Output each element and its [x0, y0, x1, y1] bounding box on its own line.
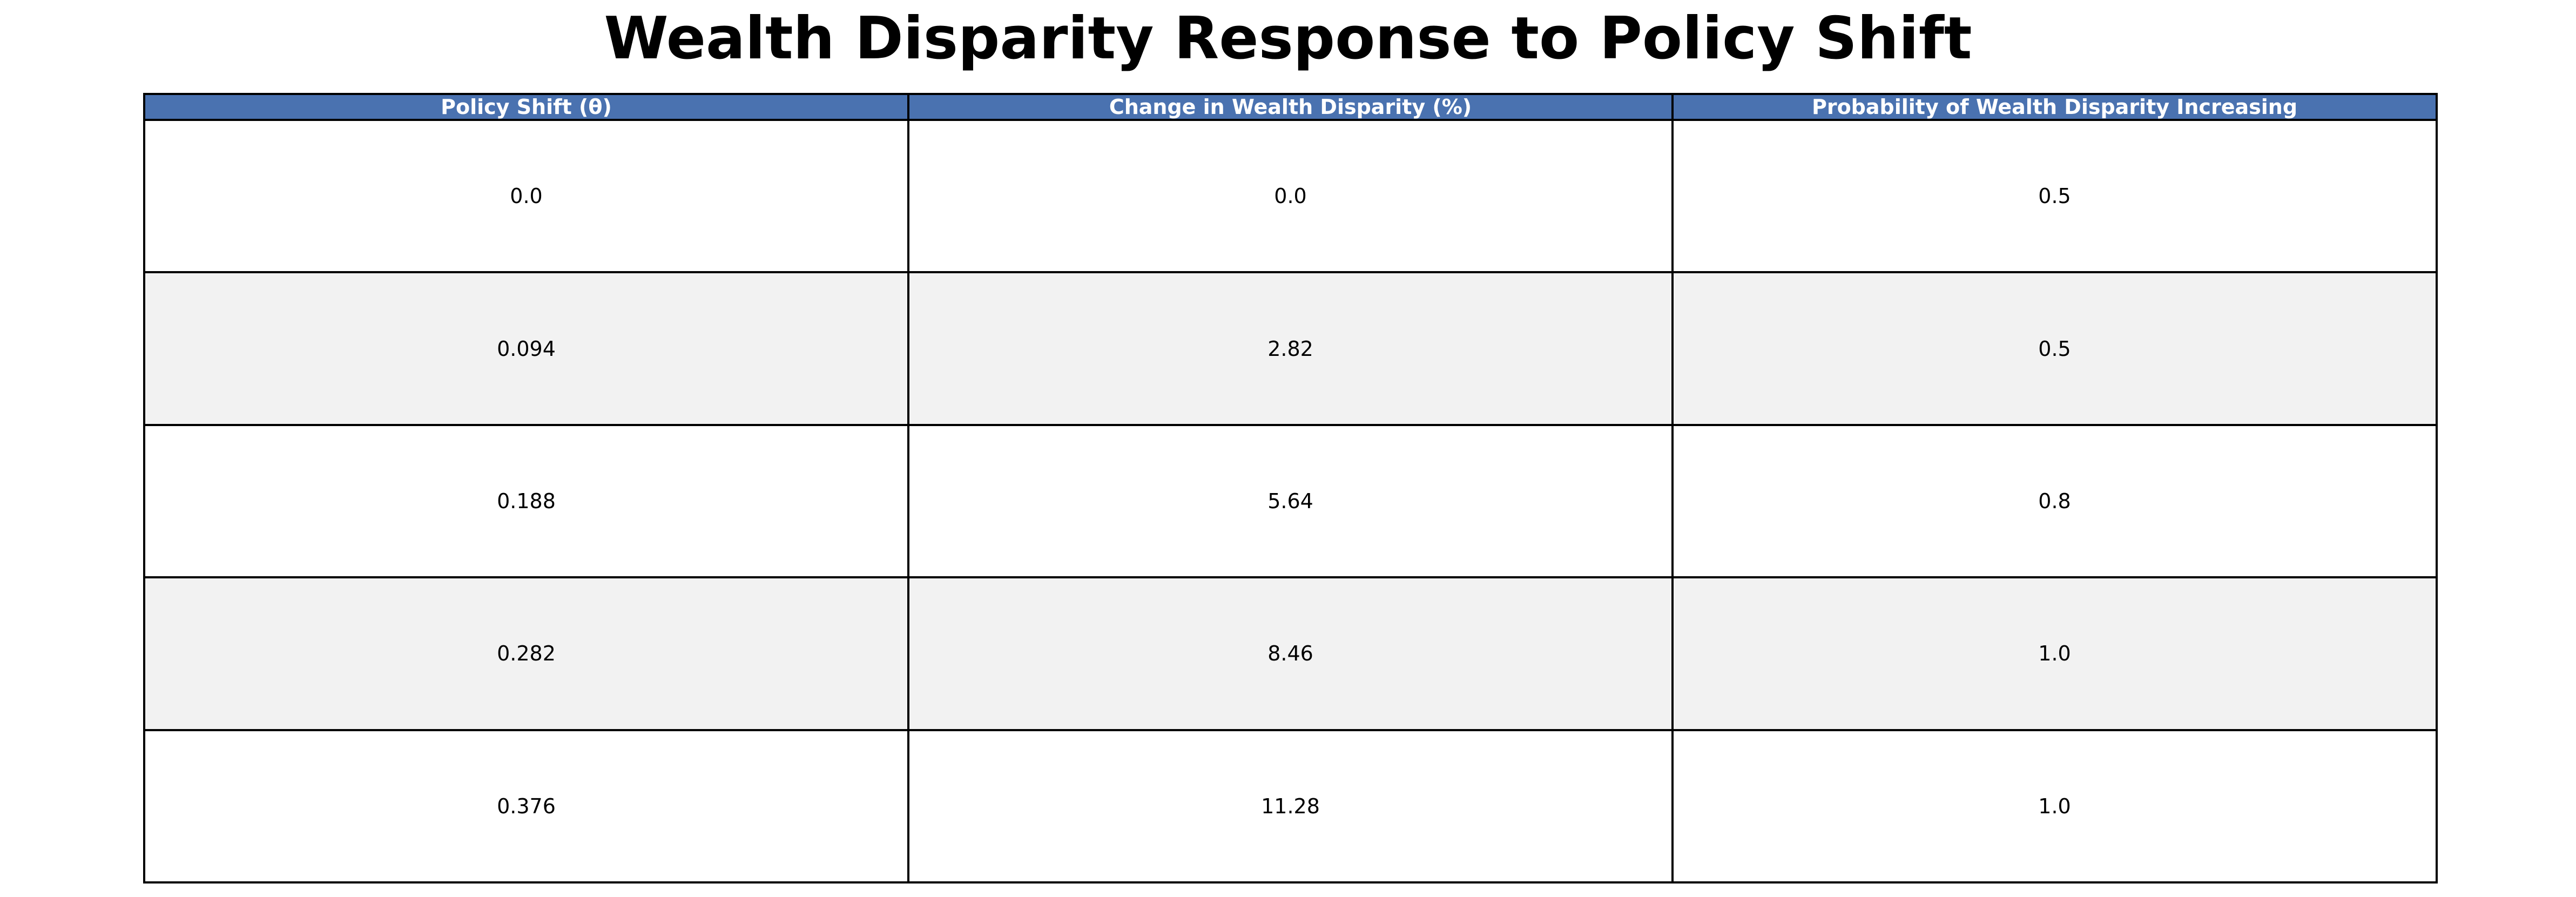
table-cell: 1.0: [1671, 729, 2438, 884]
table-cell: 0.188: [143, 423, 909, 579]
table-cell: 1.0: [1671, 576, 2438, 731]
column-header-policy-shift: Policy Shift (θ): [143, 93, 909, 121]
table-cell: 8.46: [907, 576, 1674, 731]
table-cell: 0.376: [143, 729, 909, 884]
table-cell: 0.5: [1671, 271, 2438, 426]
table-cell: 0.0: [143, 118, 909, 274]
column-header-probability-increasing: Probability of Wealth Disparity Increasi…: [1671, 93, 2438, 121]
table-cell: 0.094: [143, 271, 909, 426]
column-header-change-in-wealth-disparity: Change in Wealth Disparity (%): [907, 93, 1674, 121]
table-row: 0.188 5.64 0.8: [143, 423, 2438, 579]
table-cell: 0.5: [1671, 118, 2438, 274]
table-cell: 0.0: [907, 118, 1674, 274]
table-cell: 5.64: [907, 423, 1674, 579]
table-cell: 11.28: [907, 729, 1674, 884]
data-table: Policy Shift (θ) Change in Wealth Dispar…: [143, 93, 2438, 884]
table-row: 0.094 2.82 0.5: [143, 271, 2438, 426]
table-cell: 0.282: [143, 576, 909, 731]
table-cell: 0.8: [1671, 423, 2438, 579]
table-cell: 2.82: [907, 271, 1674, 426]
chart-title: Wealth Disparity Response to Policy Shif…: [604, 5, 1972, 72]
header-row: Policy Shift (θ) Change in Wealth Dispar…: [143, 93, 2438, 121]
table-row: 0.0 0.0 0.5: [143, 118, 2438, 274]
table-row: 0.282 8.46 1.0: [143, 576, 2438, 731]
table-row: 0.376 11.28 1.0: [143, 729, 2438, 884]
